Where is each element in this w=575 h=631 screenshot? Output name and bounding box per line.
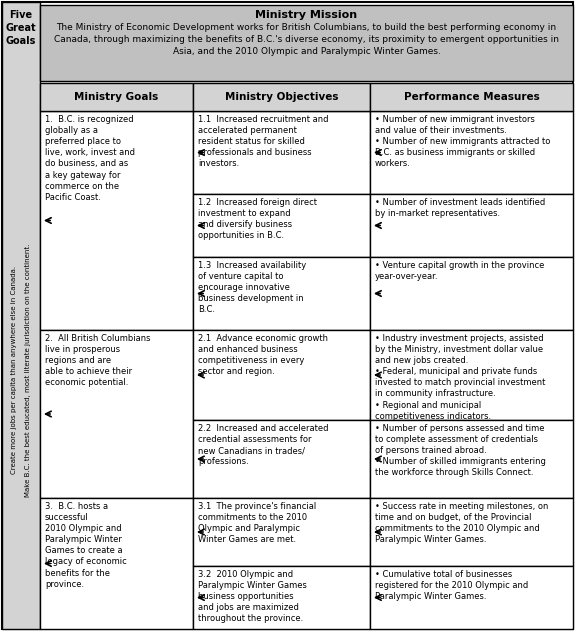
FancyBboxPatch shape xyxy=(370,257,573,330)
Text: Performance Measures: Performance Measures xyxy=(404,92,539,102)
FancyBboxPatch shape xyxy=(193,257,370,330)
FancyBboxPatch shape xyxy=(370,111,573,194)
FancyBboxPatch shape xyxy=(193,330,370,420)
Text: • Venture capital growth in the province
year-over-year.: • Venture capital growth in the province… xyxy=(375,261,545,281)
FancyBboxPatch shape xyxy=(193,566,370,629)
FancyBboxPatch shape xyxy=(40,83,193,111)
Text: Create more jobs per capita than anywhere else in Canada.: Create more jobs per capita than anywher… xyxy=(11,266,17,474)
FancyBboxPatch shape xyxy=(370,420,573,498)
Text: • Number of persons assessed and time
to complete assessment of credentials
of p: • Number of persons assessed and time to… xyxy=(375,424,546,478)
FancyBboxPatch shape xyxy=(370,330,573,420)
Text: 1.2  Increased foreign direct
investment to expand
and diversify business
opport: 1.2 Increased foreign direct investment … xyxy=(198,198,317,240)
Text: 3.  B.C. hosts a
successful
2010 Olympic and
Paralympic Winter
Games to create a: 3. B.C. hosts a successful 2010 Olympic … xyxy=(45,502,126,589)
Text: Ministry Mission: Ministry Mission xyxy=(255,10,358,20)
FancyBboxPatch shape xyxy=(370,498,573,566)
FancyBboxPatch shape xyxy=(370,194,573,257)
Text: 2.  All British Columbians
live in prosperous
regions and are
able to achieve th: 2. All British Columbians live in prospe… xyxy=(45,334,151,387)
FancyBboxPatch shape xyxy=(370,83,573,111)
Text: • Cumulative total of businesses
registered for the 2010 Olympic and
Paralympic : • Cumulative total of businesses registe… xyxy=(375,570,528,601)
FancyBboxPatch shape xyxy=(193,498,370,566)
Text: • Industry investment projects, assisted
by the Ministry, investment dollar valu: • Industry investment projects, assisted… xyxy=(375,334,545,421)
FancyBboxPatch shape xyxy=(193,83,370,111)
Text: The Ministry of Economic Development works for British Columbians, to build the : The Ministry of Economic Development wor… xyxy=(54,23,559,56)
FancyBboxPatch shape xyxy=(193,194,370,257)
FancyBboxPatch shape xyxy=(40,5,573,81)
Text: 1.3  Increased availability
of venture capital to
encourage innovative
business : 1.3 Increased availability of venture ca… xyxy=(198,261,306,314)
Text: Ministry Goals: Ministry Goals xyxy=(74,92,159,102)
Text: 1.1  Increased recruitment and
accelerated permanent
resident status for skilled: 1.1 Increased recruitment and accelerate… xyxy=(198,115,328,168)
Text: • Number of new immigrant investors
and value of their investments.
• Number of : • Number of new immigrant investors and … xyxy=(375,115,550,168)
Text: Five
Great
Goals: Five Great Goals xyxy=(6,10,36,47)
Text: 2.2  Increased and accelerated
credential assessments for
new Canadians in trade: 2.2 Increased and accelerated credential… xyxy=(198,424,328,466)
Text: 1.  B.C. is recognized
globally as a
preferred place to
live, work, invest and
d: 1. B.C. is recognized globally as a pref… xyxy=(45,115,135,202)
Text: • Success rate in meeting milestones, on
time and on budget, of the Provincial
c: • Success rate in meeting milestones, on… xyxy=(375,502,549,545)
Text: 2.1  Advance economic growth
and enhanced business
competitiveness in every
sect: 2.1 Advance economic growth and enhanced… xyxy=(198,334,328,376)
FancyBboxPatch shape xyxy=(40,498,193,629)
FancyBboxPatch shape xyxy=(40,111,193,330)
FancyBboxPatch shape xyxy=(40,330,193,498)
Text: 3.1  The province's financial
commitments to the 2010
Olympic and Paralympic
Win: 3.1 The province's financial commitments… xyxy=(198,502,316,545)
Text: Make B.C. the best educated, most literate jurisdiction on the continent.: Make B.C. the best educated, most litera… xyxy=(25,244,31,497)
FancyBboxPatch shape xyxy=(370,566,573,629)
Text: Ministry Objectives: Ministry Objectives xyxy=(225,92,338,102)
FancyBboxPatch shape xyxy=(2,2,40,629)
Text: 3.2  2010 Olympic and
Paralympic Winter Games
business opportunities
and jobs ar: 3.2 2010 Olympic and Paralympic Winter G… xyxy=(198,570,307,623)
FancyBboxPatch shape xyxy=(193,111,370,194)
FancyBboxPatch shape xyxy=(193,420,370,498)
Text: • Number of investment leads identified
by in-market representatives.: • Number of investment leads identified … xyxy=(375,198,545,218)
